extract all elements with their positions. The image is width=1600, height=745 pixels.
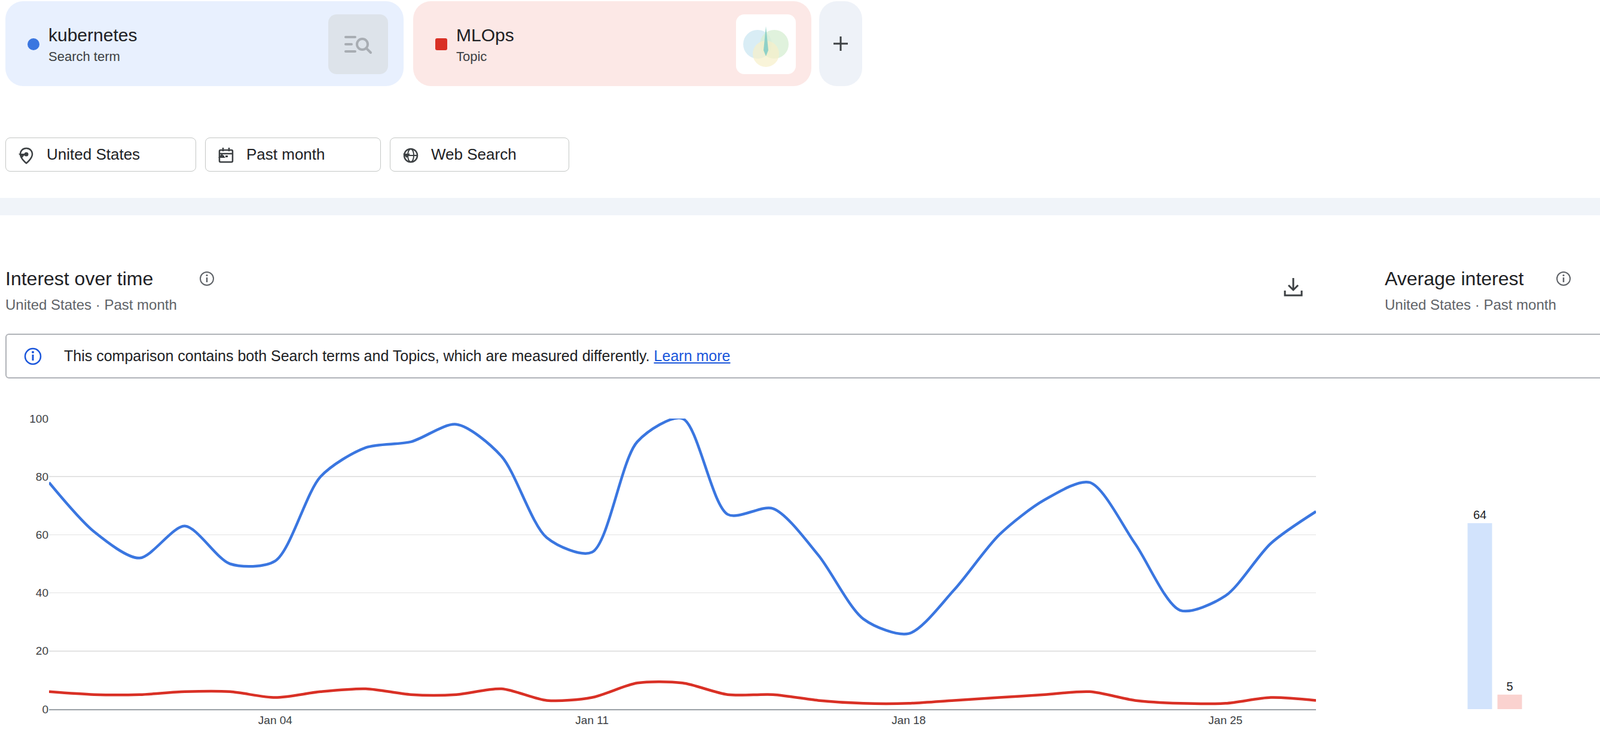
html-text:Average interest: Average interest xyxy=(1384,267,1524,290)
svg-text:0: 0 xyxy=(41,703,49,716)
html-text:This comparison contains both: This comparison contains both Search ter… xyxy=(63,347,731,365)
html-text:Web Search: Web Search xyxy=(431,145,517,164)
svg-text:Jan 25: Jan 25 xyxy=(1208,713,1243,727)
svg-text:Jan 04: Jan 04 xyxy=(258,713,293,727)
svg-text:60: 60 xyxy=(35,528,49,542)
svg-text:40: 40 xyxy=(35,586,49,600)
svg-text:5: 5 xyxy=(1506,679,1513,693)
svg-text:100: 100 xyxy=(29,412,49,426)
html-text:United States: United States xyxy=(46,145,140,164)
svg-text:64: 64 xyxy=(1473,508,1487,522)
html-text:Topic: Topic xyxy=(456,49,487,64)
html-text:United States · Past month: United States · Past month xyxy=(1384,296,1557,313)
html-text:MLOps: MLOps xyxy=(456,25,515,45)
svg-text:Jan 18: Jan 18 xyxy=(891,713,926,727)
svg-text:Jan 11: Jan 11 xyxy=(575,713,609,727)
svg-text:80: 80 xyxy=(35,470,49,484)
html-text:Past month: Past month xyxy=(246,145,325,164)
svg-text:20: 20 xyxy=(35,644,49,658)
html-text:kubernetes: kubernetes xyxy=(48,25,138,45)
html-text:Interest over time: Interest over time xyxy=(5,267,154,290)
html-text:Search term: Search term xyxy=(48,49,121,64)
html-text:United States · Past month: United States · Past month xyxy=(5,296,177,313)
